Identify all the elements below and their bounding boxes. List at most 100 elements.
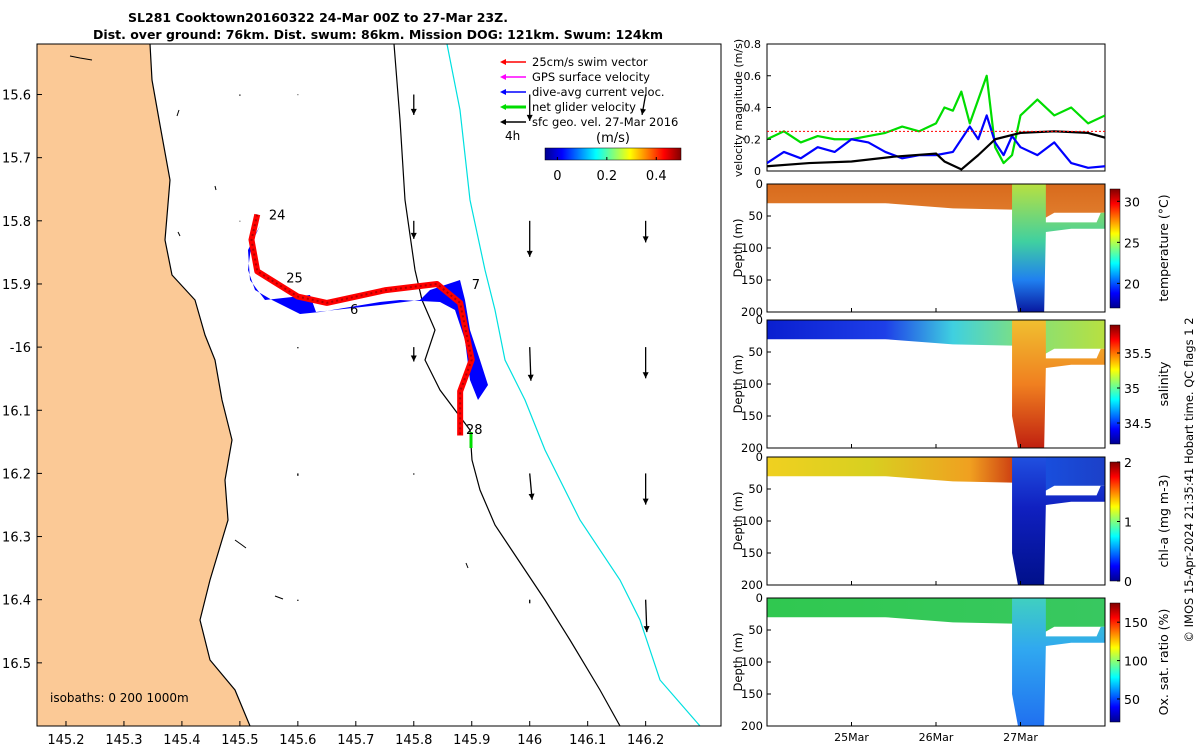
map-y-tick-label: 15.8 — [2, 215, 31, 230]
section-ylabel: Depth (m) — [731, 633, 745, 692]
geo-vector-arrow — [410, 347, 417, 362]
legend-label: dive-avg current veloc. — [532, 85, 665, 99]
velocity-panel: 0 0.2 0.4 0.6 0.8 velocity magnitude (m/s) — [732, 38, 1106, 178]
velocity-y-tick-label: 0.2 — [744, 133, 762, 146]
day-label: 24 — [269, 209, 286, 224]
section-y-tick-label: 0 — [756, 450, 763, 464]
legend-entry: 25cm/s swim vector — [500, 55, 648, 69]
map-frame — [36, 43, 722, 727]
geo-vector-head — [642, 372, 649, 379]
geo-vector-head — [642, 236, 649, 243]
section-colorbar-label: Ox. sat. ratio (%) — [1156, 609, 1171, 716]
geo-vector-head — [527, 374, 534, 381]
geo-vector-arrow — [526, 220, 533, 257]
isobath-1000m — [446, 44, 701, 726]
legend-label: sfc geo. vel. 27-Mar 2016 — [532, 115, 678, 129]
map-x-tick-label: 145.9 — [453, 733, 490, 748]
section-x-tick-label: 25Mar — [834, 731, 869, 744]
map-y-tick-label: 16.3 — [2, 531, 31, 546]
map-x-axis: 145.2 145.3 145.4 145.5 145.6 145.7 145.8 145.9… — [47, 721, 664, 748]
section-y-tick-label: 50 — [748, 623, 763, 637]
colorbar-tick-label: 0.2 — [596, 169, 617, 184]
map-x-tick-label: 145.8 — [395, 733, 432, 748]
section-y-tick-label: 200 — [741, 578, 763, 592]
map-y-tick-label: 16.1 — [2, 404, 31, 419]
velocity-y-ticks: 0 0.2 0.4 0.6 0.8 — [744, 38, 771, 178]
colorbar-gradient — [544, 147, 682, 161]
section-colorbar-tick-label: 2 — [1124, 455, 1132, 470]
map-panel: 145.2 145.3 145.4 145.5 145.6 145.7 145.8 145.9… — [2, 43, 722, 748]
island-7 — [465, 562, 469, 569]
geo-vector-head — [410, 232, 417, 239]
geo-vector-arrow — [410, 94, 417, 115]
section-colorbar-tick-label: 1 — [1124, 515, 1132, 530]
velocity-y-tick-label: 0.6 — [744, 70, 762, 83]
legend-label: GPS surface velocity — [532, 70, 650, 84]
colorbar-tick-label: 0.4 — [646, 169, 667, 184]
isobath-0m — [149, 44, 251, 726]
map-y-tick-label: 15.9 — [2, 278, 31, 293]
section-y-tick-label: 0 — [756, 591, 763, 605]
day-label: 7 — [472, 278, 480, 293]
velocity-series-line — [767, 130, 1105, 171]
map-x-tick-label: 146 — [517, 733, 542, 748]
map-y-tick-label: 16.5 — [2, 657, 31, 672]
geo-vector-head — [410, 108, 417, 115]
legend-label: 25cm/s swim vector — [532, 55, 648, 69]
velocity-plot-area — [766, 43, 1106, 172]
day-labels: 24 25 6 7 28 — [269, 209, 483, 439]
island-1 — [69, 55, 93, 61]
geo-vector-head — [410, 355, 417, 362]
isobath-200m — [393, 44, 621, 726]
legend-entry: dive-avg current veloc. — [500, 85, 665, 99]
velocity-series-line — [767, 114, 1105, 169]
geo-vector-head — [528, 493, 535, 500]
section-y-tick-label: 100 — [741, 514, 763, 528]
section-colorbar — [1109, 188, 1121, 309]
section-colorbar-tick-label: 25 — [1124, 235, 1140, 250]
legend-swatch-head — [500, 104, 506, 110]
island-5 — [234, 539, 247, 549]
legend-swatch-head — [500, 74, 506, 80]
section-y-tick-label: 100 — [741, 655, 763, 669]
section-colorbar-tick-label: 30 — [1124, 194, 1140, 209]
geo-vector-arrow — [642, 473, 649, 505]
geo-vector-head — [643, 625, 650, 633]
section-y-tick-label: 100 — [741, 241, 763, 255]
section-ylabel: Depth (m) — [731, 355, 745, 414]
section-y-tick-label: 50 — [748, 345, 763, 359]
section-y-tick-label: 200 — [741, 719, 763, 733]
velocity-series — [767, 74, 1105, 171]
legend-entry: net glider velocity — [500, 100, 636, 114]
velocity-y-tick-label: 0.4 — [744, 102, 762, 115]
section-colorbar — [1109, 324, 1121, 445]
map-x-tick-label: 145.6 — [279, 733, 316, 748]
geo-vector-arrow — [526, 94, 533, 121]
section-deep-dive — [1012, 457, 1105, 585]
velocity-y-tick-label: 0.8 — [744, 38, 762, 51]
geo-vector-arrow — [642, 347, 649, 379]
geo-velocity-vectors — [239, 94, 650, 633]
small-islands — [69, 55, 469, 600]
section-y-tick-label: 0 — [756, 313, 763, 327]
colorbar-label: (m/s) — [596, 131, 630, 146]
section-colorbar-tick-label: 20 — [1124, 276, 1140, 291]
geo-vector-arrow — [640, 94, 647, 116]
section-y-tick-label: 0 — [756, 177, 763, 191]
section-x-tick-label: 26Mar — [919, 731, 954, 744]
colorbar-tick-label: 0 — [553, 169, 561, 184]
legend-entry: GPS surface velocity — [500, 70, 650, 84]
section-y-tick-label: 150 — [741, 409, 763, 423]
map-x-tick-label: 145.5 — [221, 733, 258, 748]
section-x-tick-label: 27Mar — [1003, 731, 1038, 744]
colorbar-ticks: 0 0.2 0.4 — [553, 157, 667, 184]
geo-vector-arrow — [410, 220, 417, 239]
map-y-axis: 15.6 15.7 15.8 15.9 -16 16.1 16.2 16.3 16.4 16.5 — [2, 89, 42, 672]
section-colorbar-tick-label: 0 — [1124, 574, 1132, 589]
geo-vector-arrow — [643, 599, 650, 633]
section-y-tick-label: 50 — [748, 209, 763, 223]
section-colorbar-tick-label: 35 — [1124, 381, 1140, 396]
map-y-tick-label: 16.2 — [2, 467, 31, 482]
